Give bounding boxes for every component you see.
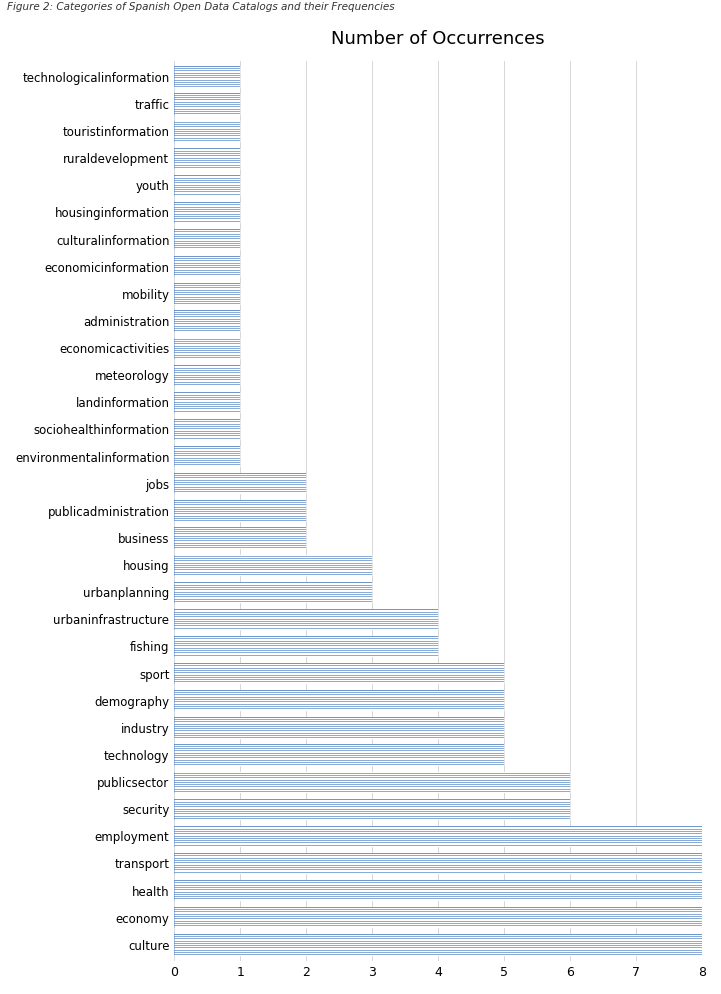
Text: Figure 2: Categories of Spanish Open Data Catalogs and their Frequencies: Figure 2: Categories of Spanish Open Dat… [7, 2, 395, 12]
Bar [174, 283, 240, 304]
Bar [174, 67, 240, 87]
Bar [174, 555, 372, 576]
Bar [174, 338, 240, 359]
Bar [174, 608, 438, 630]
Bar [174, 473, 306, 494]
Bar [174, 908, 702, 928]
Bar [174, 934, 702, 955]
Bar [174, 365, 240, 386]
Bar [174, 418, 240, 440]
Bar [174, 93, 240, 114]
Bar [174, 718, 504, 739]
Bar [174, 826, 702, 847]
Bar [174, 229, 240, 250]
Bar [174, 581, 372, 602]
Bar [174, 771, 570, 792]
Bar [174, 690, 504, 712]
Bar [174, 528, 306, 549]
Bar [174, 663, 504, 684]
Bar [174, 798, 570, 820]
Bar [174, 446, 240, 467]
Bar [174, 500, 306, 522]
Bar [174, 745, 504, 765]
Bar [174, 880, 702, 902]
Bar [174, 202, 240, 223]
Bar [174, 853, 702, 874]
Bar [174, 310, 240, 332]
Title: Number of Occurrences: Number of Occurrences [332, 30, 545, 48]
Bar [174, 148, 240, 169]
Bar [174, 256, 240, 277]
Bar [174, 392, 240, 413]
Bar [174, 636, 438, 657]
Bar [174, 120, 240, 142]
Bar [174, 175, 240, 196]
